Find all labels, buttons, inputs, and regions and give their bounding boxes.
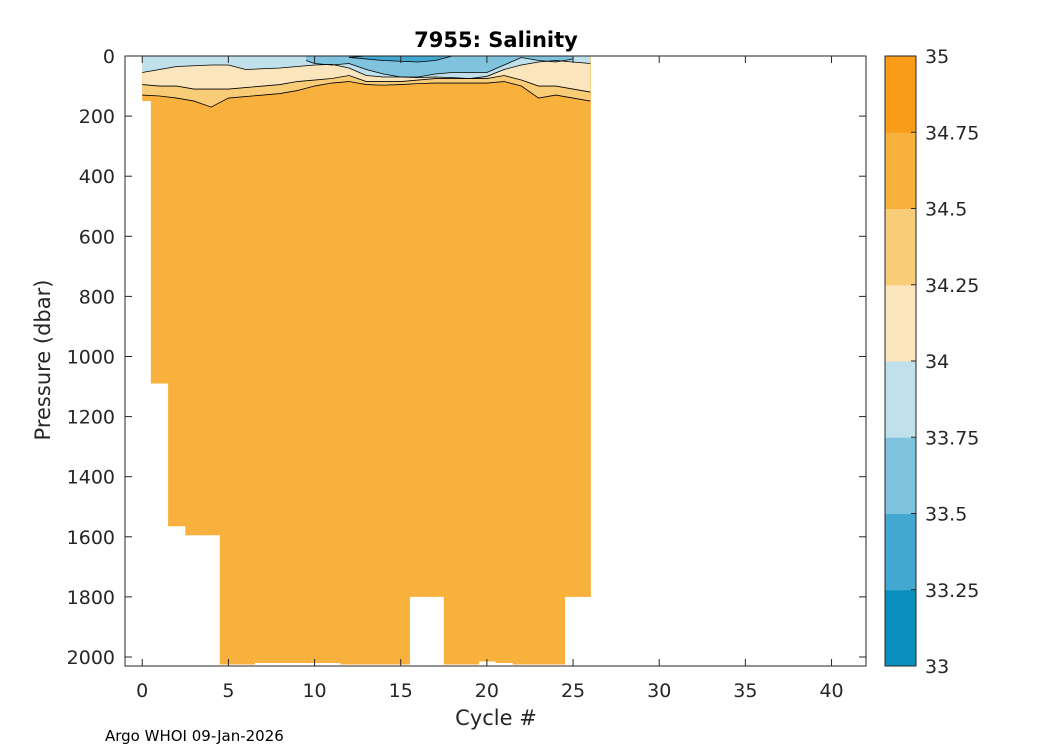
y-tick-label: 200 [79,106,115,128]
y-tick-label: 1200 [67,407,115,429]
profile-column [443,56,462,665]
profile-column [495,56,514,663]
y-tick-label: 400 [79,166,115,188]
section-data [142,56,591,665]
profile-column [426,56,445,597]
colorbar-tick-label: 33 [925,656,949,678]
profile-column [374,56,393,665]
colorbar-segment [885,589,916,667]
profile-column [461,56,479,665]
colorbar-tick-label: 35 [925,46,949,68]
profile-column [202,56,221,536]
x-tick-label: 30 [647,680,671,702]
profile-column [581,56,591,597]
profile-column [323,56,341,663]
colorbar-segment [885,361,916,438]
x-tick-label: 15 [389,680,413,702]
profile-column [409,56,428,597]
x-tick-label: 35 [733,680,757,702]
plot-frame [124,55,867,667]
colorbar-segment [885,513,916,591]
colorbar-tick-label: 33.5 [925,504,967,526]
x-tick-label: 40 [819,680,843,702]
x-tick-label: 0 [136,680,148,702]
colorbar-tick-label: 34.5 [925,199,967,221]
isohaline-lines [142,56,591,108]
profile-column [271,56,290,663]
profile-column [305,56,324,663]
isohaline-33.75 [305,57,574,78]
y-tick-label: 1000 [67,346,115,368]
profile-column [237,56,255,665]
y-tick-label: 600 [79,226,115,248]
x-tick-label: 10 [302,680,326,702]
y-tick-label: 1600 [67,527,115,549]
profile-column [219,56,238,665]
y-tick-label: 0 [103,46,115,68]
colorbar-tick-label: 33.75 [925,427,979,449]
axes: 0 5 10 15 20 25 30 35 40020040060080010001200140… [67,46,866,702]
colorbar-segment [885,437,916,514]
x-tick-label: 25 [561,680,585,702]
profile-column [168,56,186,527]
y-tick-label: 1800 [67,587,115,609]
x-tick-label: 5 [222,680,234,702]
colorbar-segment [885,208,916,286]
colorbar-tick-label: 33.25 [925,580,979,602]
y-tick-label: 2000 [67,647,115,669]
colorbar-segment [885,284,916,362]
y-tick-label: 1400 [67,467,115,489]
profile-column [529,56,548,665]
colorbar: 33 33.25 33.5 33.75 34 34.25 34.5 34.75 35 [884,46,979,678]
profile-column [478,56,497,662]
profile-column [288,56,307,663]
colorbar-tick-label: 34.75 [925,122,979,144]
profile-column [340,56,359,665]
x-axis-label: Cycle # [455,706,537,730]
chart-title: 7955: Salinity [414,28,578,52]
salinity-band-33.75 [305,56,574,78]
colorbar-tick-label: 34 [925,351,949,373]
profile-column [185,56,204,536]
profile-column [547,56,566,665]
x-tick-label: 20 [475,680,499,702]
colorbar-tick-label: 34.25 [925,275,979,297]
isohaline-34.25 [142,75,591,93]
profile-column [392,56,410,665]
y-axis-label: Pressure (dbar) [31,280,55,441]
isohaline-34.5 [142,81,591,108]
profile-column [254,56,273,663]
colorbar-segment [885,132,916,209]
footer-credit: Argo WHOI 09-Jan-2026 [105,727,284,745]
profile-column [564,56,583,597]
profile-column [512,56,531,665]
colorbar-segment [885,56,916,133]
profile-column [357,56,376,665]
y-tick-label: 800 [79,286,115,308]
profile-column [150,56,169,384]
